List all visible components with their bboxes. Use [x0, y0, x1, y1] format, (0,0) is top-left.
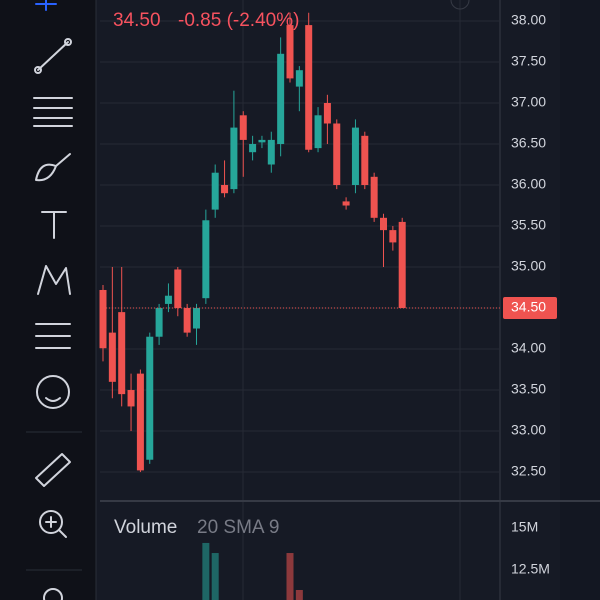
trendline-icon[interactable] [37, 41, 69, 71]
candle-body [230, 127, 238, 190]
candle-body [314, 115, 322, 149]
zoom-icon[interactable] [39, 510, 63, 534]
y-tick-label: 35.00 [511, 258, 546, 274]
y-tick-label: 36.50 [511, 135, 546, 151]
text-icon[interactable] [41, 211, 67, 239]
magnet-icon[interactable] [43, 588, 63, 600]
y-tick-label: 33.50 [511, 381, 546, 397]
candle-body [277, 53, 285, 145]
candle-body [211, 172, 219, 210]
volume-bar [286, 553, 294, 600]
volume-bar [211, 553, 219, 600]
candle-body [333, 123, 341, 186]
y-tick-label: 34.00 [511, 340, 546, 356]
price-tag-label: 34.50 [511, 299, 546, 315]
y-tick-label: 35.50 [511, 217, 546, 233]
candle-body [323, 103, 331, 124]
marks [99, 12, 500, 600]
volume-subtitle: 20 SMA 9 [197, 517, 279, 538]
y-tick-label: 32.50 [511, 463, 546, 479]
ruler-icon[interactable] [35, 453, 71, 487]
crosshair-icon[interactable] [35, 0, 57, 11]
candle-body [361, 135, 369, 186]
header-change: -0.85 (-2.40%) [178, 10, 299, 31]
candle-body [380, 217, 387, 231]
candle-body [295, 70, 303, 87]
candle-body [267, 139, 275, 165]
candle-body [174, 269, 182, 309]
candle-body [146, 336, 154, 460]
candle-body [127, 390, 135, 407]
prediction-icon[interactable] [35, 323, 71, 349]
emoji-icon[interactable] [36, 375, 70, 409]
candle-body [398, 221, 406, 309]
candle-body [389, 230, 397, 243]
brush-icon[interactable] [35, 153, 71, 182]
price-tag [503, 297, 557, 320]
pattern-icon[interactable] [37, 265, 71, 295]
toolbar-icons [26, 0, 82, 600]
y-tick-label: 12.5M [511, 561, 550, 577]
candle-body [305, 25, 313, 150]
fib-icon[interactable] [33, 97, 73, 127]
candle-body [155, 308, 163, 337]
candle-body [108, 332, 116, 382]
candle-body [202, 220, 210, 299]
right-edge [560, 0, 600, 600]
y-tick-label: 15M [511, 519, 538, 535]
header-price: 34.50 [113, 10, 161, 31]
y-tick-label: 37.00 [511, 94, 546, 110]
volume-title: Volume [114, 517, 177, 538]
candle-body [342, 201, 350, 206]
zoom-icon-handle [45, 516, 67, 538]
y-tick-label: 38.00 [511, 12, 546, 28]
candle-body [351, 127, 359, 186]
candle-body [118, 312, 126, 395]
volume-bar [295, 589, 303, 600]
candle-body [183, 308, 191, 333]
candle-body [193, 308, 200, 329]
y-tick-label: 33.00 [511, 422, 546, 438]
candle-body [239, 115, 247, 140]
volume-bar [202, 542, 210, 600]
trendline-icon-dot [64, 38, 72, 46]
candle-body [258, 139, 266, 143]
candle-body [221, 185, 229, 194]
candle-body [370, 176, 378, 218]
candle-body [286, 25, 294, 79]
candle-body [164, 295, 172, 304]
candle-body [99, 289, 107, 349]
trendline-icon-dot [34, 66, 42, 74]
settings-button[interactable] [450, 0, 470, 10]
toolbar [0, 0, 96, 600]
emoji-icon-mouth [45, 397, 61, 402]
candle-body [249, 144, 257, 153]
y-tick-label: 37.50 [511, 53, 546, 69]
y-tick-label: 36.00 [511, 176, 546, 192]
candle-body [136, 373, 144, 471]
